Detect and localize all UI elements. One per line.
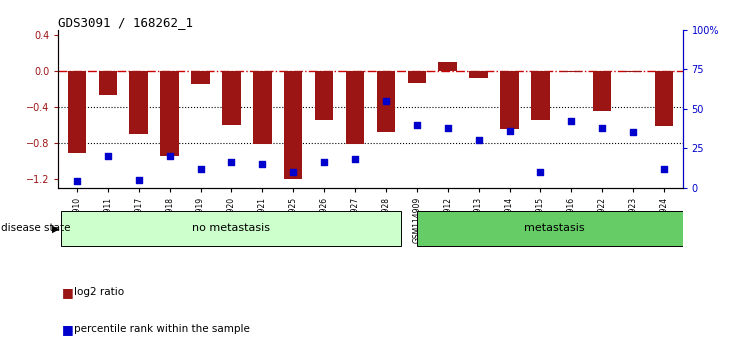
Bar [469, 70, 488, 78]
Text: ▶: ▶ [52, 223, 59, 233]
Bar [315, 70, 334, 120]
FancyBboxPatch shape [417, 211, 692, 246]
Point [226, 160, 237, 165]
Bar [161, 70, 179, 156]
Point [411, 122, 423, 127]
Point [473, 137, 485, 143]
Bar [68, 70, 86, 153]
Bar [99, 70, 117, 95]
Bar [377, 70, 395, 132]
Bar [439, 62, 457, 70]
Point [596, 125, 608, 131]
Bar [624, 70, 642, 73]
Point [71, 178, 82, 184]
Text: ■: ■ [62, 323, 74, 336]
Point [164, 153, 175, 159]
Bar [593, 70, 612, 111]
Point [504, 128, 515, 134]
Point [133, 177, 145, 183]
Point [566, 119, 577, 124]
Bar [500, 70, 519, 129]
Point [534, 169, 546, 175]
Text: ■: ■ [62, 286, 74, 298]
Text: no metastasis: no metastasis [193, 223, 270, 233]
Bar [531, 70, 550, 120]
Point [627, 130, 639, 135]
Point [442, 125, 453, 131]
Bar [562, 70, 580, 73]
Point [318, 160, 330, 165]
Point [658, 166, 670, 172]
Text: log2 ratio: log2 ratio [74, 287, 125, 297]
Bar [655, 70, 673, 126]
Bar [346, 70, 364, 144]
Point [102, 153, 114, 159]
Bar [253, 70, 272, 144]
Bar [407, 70, 426, 83]
Point [288, 169, 299, 175]
Point [349, 156, 361, 162]
Bar [191, 70, 210, 84]
Point [256, 161, 268, 167]
Point [195, 166, 207, 172]
Bar [284, 70, 302, 179]
Text: disease state: disease state [1, 223, 70, 233]
Bar [129, 70, 148, 133]
Point [380, 98, 392, 104]
FancyBboxPatch shape [61, 211, 402, 246]
Text: GDS3091 / 168262_1: GDS3091 / 168262_1 [58, 16, 193, 29]
Bar [222, 70, 241, 125]
Text: metastasis: metastasis [524, 223, 585, 233]
Text: percentile rank within the sample: percentile rank within the sample [74, 324, 250, 334]
